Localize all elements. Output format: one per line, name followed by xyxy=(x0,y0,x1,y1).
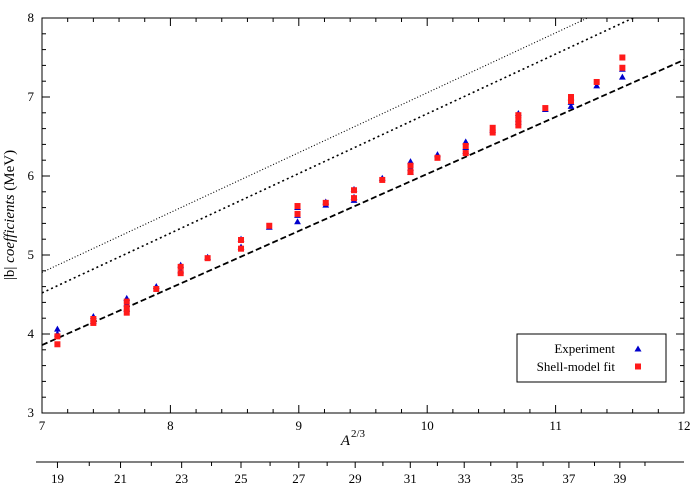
y-axis-title-italic: coefficients xyxy=(2,194,18,262)
point-shell-model-fit xyxy=(515,116,522,123)
x-axis-title-sup: 2/3 xyxy=(351,428,366,440)
point-shell-model-fit xyxy=(379,176,386,183)
point-shell-model-fit xyxy=(489,129,496,136)
point-shell-model-fit xyxy=(204,255,211,262)
point-shell-model-fit xyxy=(177,263,184,270)
secondary-tick-label: 23 xyxy=(175,471,188,486)
x-tick-label: 7 xyxy=(39,418,46,433)
point-experiment xyxy=(407,158,414,165)
point-shell-model-fit xyxy=(238,245,245,252)
point-shell-model-fit xyxy=(123,304,130,311)
y-tick-label: 6 xyxy=(28,168,35,183)
y-tick-label: 4 xyxy=(28,326,35,341)
y-tick-label: 7 xyxy=(28,89,35,104)
reference-lines xyxy=(42,18,684,346)
y-axis-title-suffix: (MeV) xyxy=(2,150,18,195)
point-shell-model-fit xyxy=(90,315,97,322)
point-shell-model-fit xyxy=(153,285,160,292)
legend-box xyxy=(516,333,667,383)
point-shell-model-fit xyxy=(568,97,575,104)
axes: 7 8 9 10 11 12 3 4 5 6 7 8 xyxy=(28,10,691,433)
point-shell-model-fit xyxy=(54,333,61,340)
point-experiment xyxy=(462,138,470,145)
point-experiment xyxy=(593,82,601,89)
legend-marker-experiment xyxy=(634,345,642,352)
point-shell-model-fit xyxy=(462,150,469,157)
point-experiment xyxy=(618,73,626,80)
secondary-tick-label: 19 xyxy=(51,471,64,486)
point-shell-model-fit xyxy=(407,162,414,169)
secondary-tick-label: 37 xyxy=(562,471,576,486)
secondary-tick-label: 25 xyxy=(235,471,248,486)
point-shell-model-fit xyxy=(351,195,358,202)
secondary-axis: 19 21 23 25 27 29 31 33 35 37 39 xyxy=(36,461,684,486)
legend-marker-shell-model-fit xyxy=(635,363,641,370)
point-shell-model-fit xyxy=(351,187,358,194)
secondary-tick-label: 35 xyxy=(511,471,524,486)
data-points xyxy=(54,54,626,348)
y-axis-title-prefix: |b| xyxy=(2,263,18,280)
point-shell-model-fit xyxy=(123,298,130,305)
secondary-tick-label: 33 xyxy=(458,471,471,486)
x-axis-title: A 2/3 xyxy=(340,428,366,449)
point-shell-model-fit xyxy=(266,222,273,229)
point-shell-model-fit xyxy=(177,270,184,277)
point-shell-model-fit xyxy=(322,199,329,206)
x-axis-title-main: A xyxy=(340,433,351,449)
x-tick-label: 11 xyxy=(549,418,562,433)
point-shell-model-fit xyxy=(515,122,522,129)
x-tick-label: 9 xyxy=(296,418,303,433)
plot-frame xyxy=(41,17,685,414)
y-axis-title: |b| coefficients (MeV) xyxy=(2,150,18,280)
point-shell-model-fit xyxy=(407,169,414,176)
point-shell-model-fit xyxy=(238,236,245,243)
secondary-tick-label: 27 xyxy=(292,471,306,486)
y-tick-label: 8 xyxy=(28,10,35,25)
point-shell-model-fit xyxy=(619,54,626,61)
legend-label-experiment: Experiment xyxy=(554,341,615,356)
point-shell-model-fit xyxy=(462,142,469,149)
point-experiment xyxy=(294,218,301,225)
legend: Experiment Shell-model fit xyxy=(516,333,667,383)
y-tick-label: 3 xyxy=(28,405,35,420)
point-shell-model-fit xyxy=(123,309,130,316)
reference-line-dashed xyxy=(42,59,684,346)
x-tick-label: 10 xyxy=(421,418,434,433)
point-experiment xyxy=(567,102,575,109)
point-shell-model-fit xyxy=(489,124,496,131)
point-experiment xyxy=(54,325,61,332)
point-shell-model-fit xyxy=(515,112,522,119)
point-shell-model-fit xyxy=(294,210,301,217)
reference-line-dotted-fine xyxy=(42,18,589,273)
point-shell-model-fit xyxy=(54,341,61,348)
secondary-tick-label: 31 xyxy=(404,471,417,486)
secondary-tick-label: 21 xyxy=(114,471,127,486)
point-shell-model-fit xyxy=(434,154,441,161)
secondary-tick-label: 29 xyxy=(349,471,362,486)
point-shell-model-fit xyxy=(90,319,97,326)
secondary-tick-label: 39 xyxy=(613,471,626,486)
point-shell-model-fit xyxy=(294,203,301,210)
reference-line-dotted xyxy=(42,18,635,294)
point-shell-model-fit xyxy=(619,64,626,71)
y-tick-label: 5 xyxy=(28,247,35,262)
legend-label-shell-model-fit: Shell-model fit xyxy=(537,359,616,374)
point-shell-model-fit xyxy=(568,94,575,100)
x-tick-label: 8 xyxy=(167,418,174,433)
point-shell-model-fit xyxy=(542,105,549,112)
point-shell-model-fit xyxy=(593,78,600,85)
x-tick-label: 12 xyxy=(678,418,691,433)
